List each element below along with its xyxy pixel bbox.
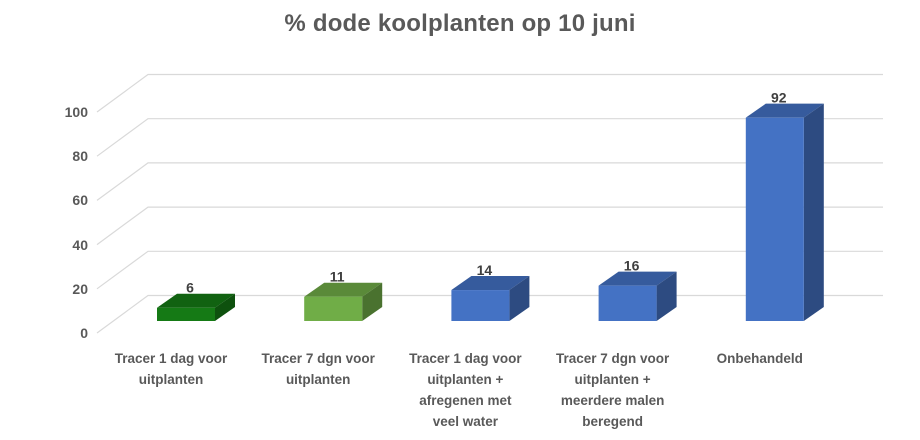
bar-top-face xyxy=(598,271,677,286)
bar-value-label: 14 xyxy=(477,262,493,278)
y-tick-label: 80 xyxy=(72,148,88,165)
bar-top-face xyxy=(157,293,235,308)
x-category-label: Tracer 1 dag voor uitplanten + afregenen… xyxy=(409,351,522,429)
bar-side-face xyxy=(509,276,530,321)
bar-front-face xyxy=(157,307,215,321)
y-tick-label: 100 xyxy=(64,104,88,120)
gridline xyxy=(96,73,883,113)
gridline xyxy=(96,250,883,290)
bar-front-face xyxy=(598,285,657,321)
bar-top-face xyxy=(304,282,383,297)
bar-front-face xyxy=(451,290,510,321)
bar-side-face xyxy=(362,282,383,321)
gridline xyxy=(96,162,883,201)
x-category-label: Tracer 7 dgn voor uitplanten + meerdere … xyxy=(555,351,670,429)
gridline xyxy=(96,118,883,157)
y-tick-label: 20 xyxy=(72,280,88,297)
y-tick-label: 0 xyxy=(80,325,88,341)
gridline xyxy=(96,206,883,246)
bar-value-label: 16 xyxy=(624,258,640,274)
y-tick-label: 40 xyxy=(72,236,88,253)
bar-value-label: 92 xyxy=(771,90,787,106)
x-category-label: Tracer 7 dgn voor uitplanten xyxy=(261,351,375,387)
y-tick-label: 60 xyxy=(72,192,88,209)
x-category-label: Tracer 1 dag voor uitplanten xyxy=(114,351,228,387)
bar-front-face xyxy=(745,117,804,322)
chart-title: % dode koolplanten op 10 juni xyxy=(284,10,636,37)
bar-front-face xyxy=(304,296,363,321)
bar-side-face xyxy=(215,293,235,321)
bar-value-label: 6 xyxy=(186,280,194,296)
bar-top-face xyxy=(451,276,530,291)
bar-side-face xyxy=(803,103,824,322)
bar-side-face xyxy=(656,271,677,321)
x-category-label: Onbehandeld xyxy=(716,351,803,366)
bar-value-label: 11 xyxy=(330,269,345,285)
bar-top-face xyxy=(745,103,824,118)
